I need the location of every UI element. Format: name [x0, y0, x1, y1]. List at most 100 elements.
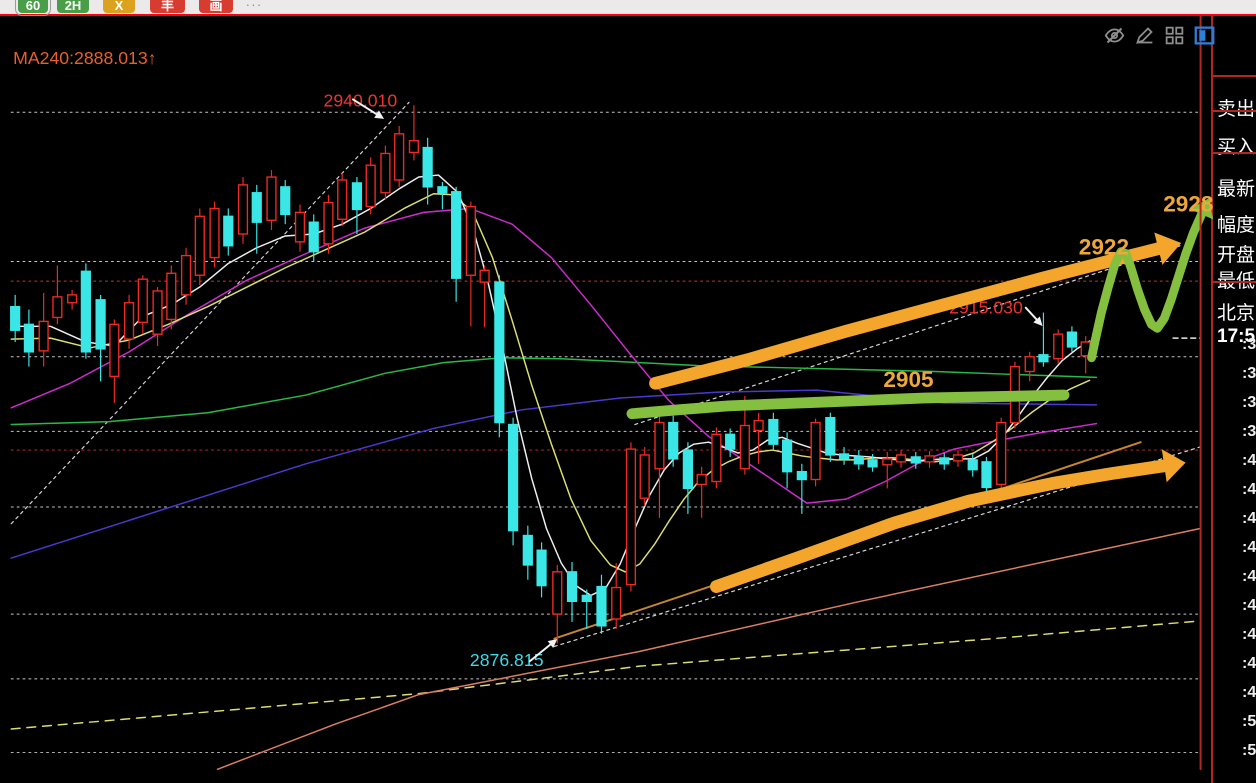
dotted-rally-line	[10, 101, 410, 525]
candle-body-up	[38, 320, 49, 352]
candle-body-down	[10, 305, 21, 331]
ma-magenta	[10, 207, 1098, 504]
ma-yellow	[10, 192, 1091, 573]
candlestick-chart[interactable]: MA240:2888.013↑ 2940.010 2915.030 2876.815 2…	[0, 14, 1256, 783]
candle-body-down	[522, 534, 533, 566]
tick-time: :3	[1242, 365, 1256, 382]
candle-body-up	[380, 152, 391, 194]
panel-divider	[1213, 281, 1256, 283]
drawn-orange-arrow-1-head	[1154, 232, 1182, 265]
candle-body-down	[507, 423, 519, 532]
candle-body-up	[337, 179, 348, 220]
tick-time: :5	[1242, 742, 1256, 759]
candle-body-down	[422, 146, 433, 188]
candle-body-down	[867, 459, 878, 468]
tick-time: :4	[1242, 597, 1256, 614]
candle-body-down	[23, 323, 35, 353]
candle-body-up	[323, 201, 334, 245]
tick-time: :5	[1242, 713, 1256, 730]
candle-body-down	[251, 192, 262, 223]
panel-row-最新: 最新	[1217, 179, 1256, 200]
toolbar-button-2h[interactable]: 2H	[57, 0, 89, 13]
drawn-orange-arrow-2	[710, 459, 1171, 593]
candle-body-up	[365, 164, 376, 208]
candle-body-down	[1066, 331, 1078, 348]
candle-body-up	[895, 454, 907, 463]
label-2905: 2905	[883, 367, 933, 392]
candle-body-up	[1080, 341, 1091, 357]
ma-green	[10, 357, 1098, 426]
candle-body-down	[838, 453, 850, 460]
panel-divider	[1213, 75, 1256, 77]
candle-body-up	[654, 421, 665, 470]
candle-body-up	[209, 207, 220, 259]
label-2928: 2928	[1163, 191, 1213, 216]
ma-white	[10, 174, 1091, 597]
candle-body-down	[910, 456, 921, 464]
panel-layout-icon[interactable]	[1194, 25, 1215, 46]
panel-row-北京: 北京	[1217, 303, 1256, 324]
cursor-arrow	[1024, 306, 1038, 321]
tick-time: :4	[1242, 626, 1256, 643]
toolbar-more[interactable]: ...	[246, 0, 263, 9]
candle-body-up	[1009, 365, 1021, 424]
drawn-orange-arrow-1	[649, 242, 1165, 390]
pencil-icon[interactable]	[1134, 25, 1155, 46]
candle-body-down	[494, 281, 505, 424]
toolbar-button-丰[interactable]: 丰	[150, 0, 185, 13]
tick-time: :4	[1242, 481, 1256, 498]
candle-body-down	[796, 470, 807, 481]
top-toolbar: ... 60 2H X 丰 画	[0, 0, 1256, 16]
candle-body-down	[223, 215, 234, 247]
candle-body-up	[294, 211, 306, 243]
hide-eye-icon[interactable]	[1104, 25, 1125, 46]
dotted-lower-channel	[553, 446, 1201, 648]
candle-body-up	[479, 269, 490, 283]
ma-indigo	[10, 389, 1098, 559]
toolbar-button-60[interactable]: 60	[15, 0, 51, 16]
candle-body-up	[109, 323, 120, 378]
candle-body-down	[280, 186, 291, 216]
tick-time: :4	[1242, 655, 1256, 672]
quote-panel: 卖出 买入 最新 幅度 开盘 最低 北京 17:5:3:3:3:3:4:4:4:4:4:4:4…	[1211, 14, 1256, 783]
label-2915: 2915.030	[949, 298, 1023, 318]
candle-body-down	[981, 461, 992, 489]
candle-body-up	[194, 215, 205, 276]
candle-body-up	[1024, 356, 1035, 373]
label-2940: 2940.010	[324, 90, 398, 110]
candle-body-down	[536, 549, 547, 587]
label-ma240: MA240:2888.013↑	[13, 48, 156, 68]
candle-body-down	[825, 416, 836, 456]
candle-body-up	[394, 133, 405, 181]
drawn-support-line	[626, 389, 1070, 420]
candle-body-up	[996, 421, 1007, 486]
candle-body-down	[781, 439, 793, 473]
candle-body-up	[625, 448, 637, 586]
candle-body-up	[739, 424, 750, 470]
tick-time: :4	[1242, 568, 1256, 585]
grid-icon[interactable]	[1164, 25, 1185, 46]
tick-time: :4	[1242, 539, 1256, 556]
candle-body-up	[882, 458, 893, 466]
panel-row-最低: 最低	[1217, 271, 1256, 292]
candle-body-down	[682, 449, 694, 490]
candle-body-up	[137, 278, 148, 324]
candle-body-down	[939, 457, 950, 465]
panel-row-17:5: 17:5	[1217, 326, 1256, 347]
toolbar-button-画[interactable]: 画	[199, 0, 233, 13]
drawn-green-n-arrow-head	[1189, 198, 1214, 220]
candle-body-down	[566, 571, 578, 602]
panel-divider	[1213, 110, 1256, 112]
toolbar-button-x[interactable]: X	[103, 0, 135, 13]
candle-body-down	[853, 456, 864, 465]
candle-body-down	[725, 433, 736, 450]
dotted-upper-channel	[634, 245, 1181, 426]
candle-body-down	[451, 191, 462, 279]
candle-body-down	[80, 270, 91, 353]
cursor-arrow	[352, 98, 378, 116]
candle-body-down	[95, 299, 106, 350]
panel-row-幅度: 幅度	[1217, 215, 1256, 236]
candle-body-up	[1053, 333, 1064, 360]
candle-body-up	[123, 302, 135, 340]
